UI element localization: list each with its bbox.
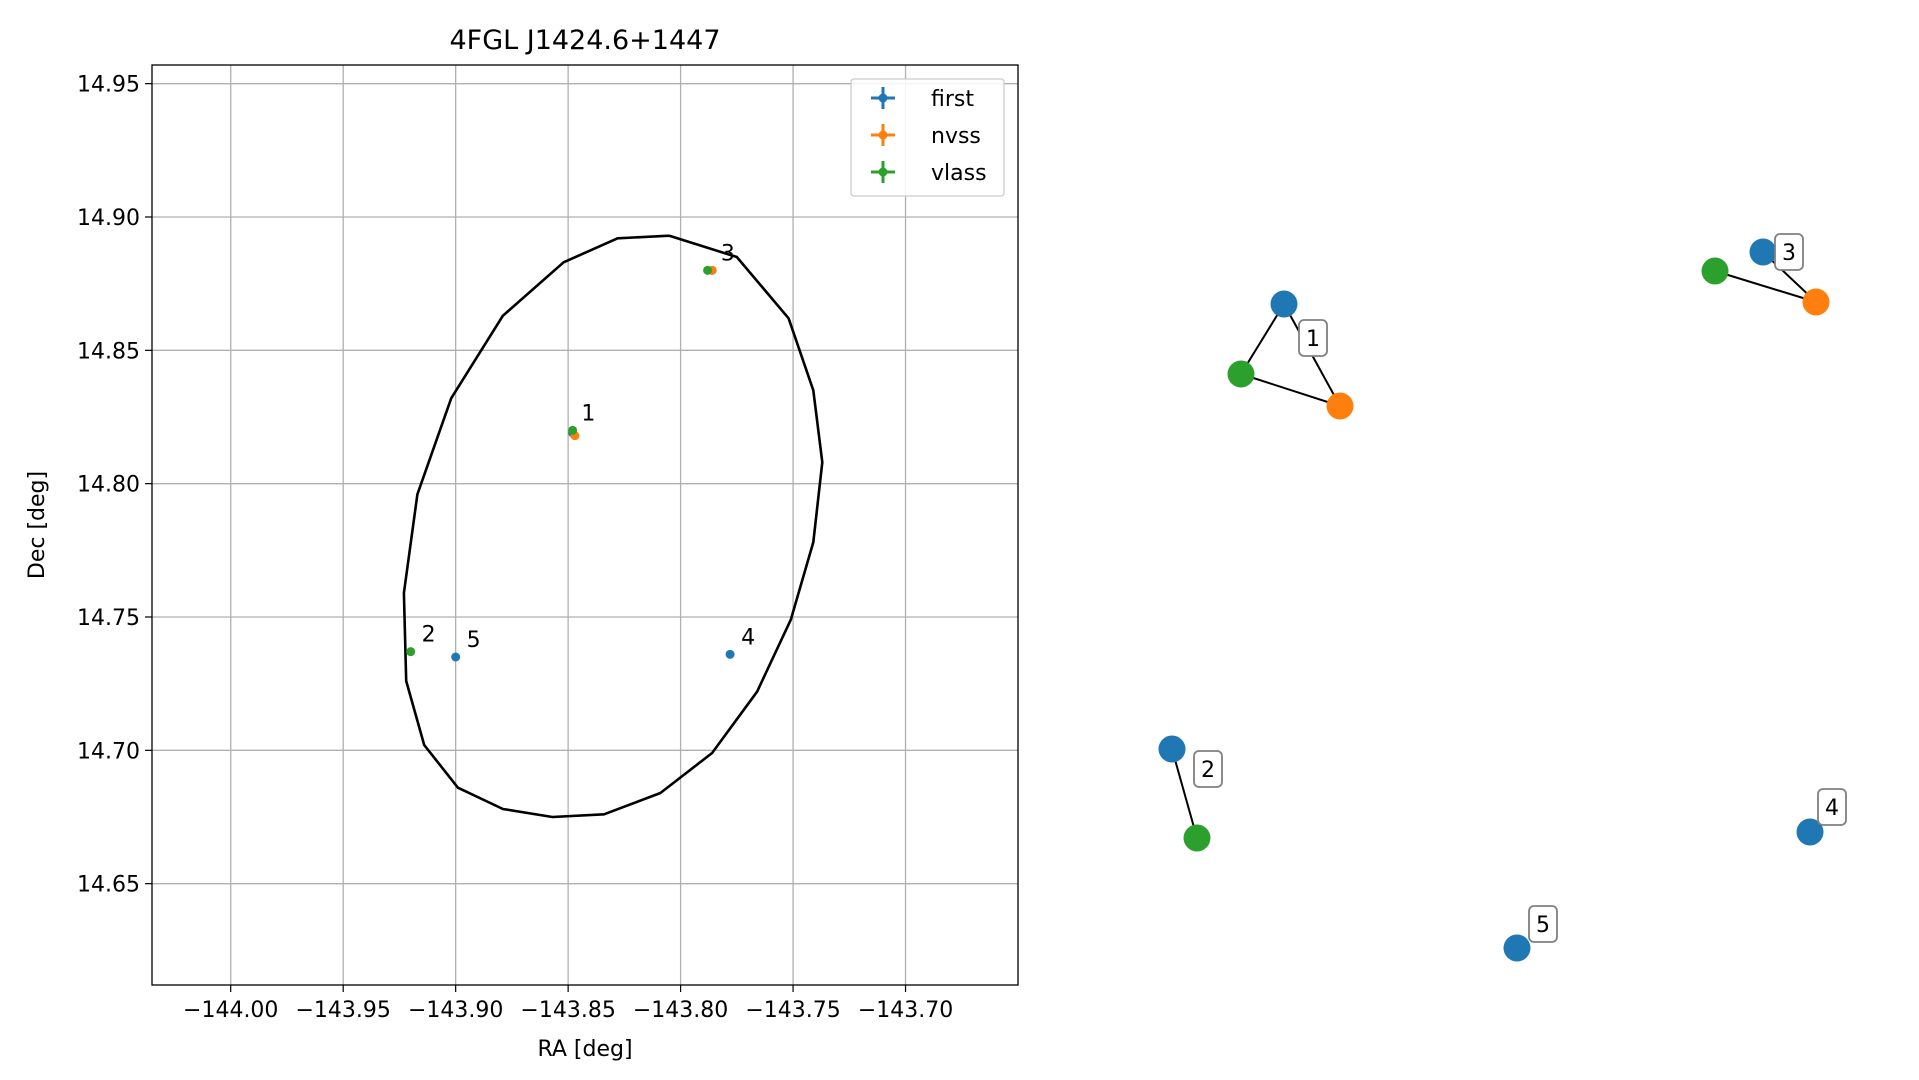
network-label: 5 — [1528, 905, 1558, 943]
source-annotations: 1 2 3 4 5 — [422, 241, 755, 653]
network-node — [1227, 360, 1255, 388]
legend-label-first: first — [931, 87, 974, 112]
network-label-text: 4 — [1825, 796, 1839, 821]
x-tick-label: −143.70 — [858, 998, 953, 1023]
sky-map-panel: 1 2 3 4 5 −144.00 −143.95 −143.90 −143.85 −143.8… — [25, 25, 1019, 1062]
x-axis-label: RA [deg] — [537, 1037, 632, 1062]
y-tick-label: 14.65 — [77, 873, 140, 898]
y-tick-label: 14.95 — [77, 73, 140, 98]
ellipse-outline — [402, 234, 824, 819]
chart-title: 4FGL J1424.6+1447 — [449, 25, 720, 56]
network-node — [1270, 290, 1298, 318]
network-label: 1 — [1298, 319, 1328, 357]
network-edge — [1171, 748, 1198, 839]
y-tick-label: 14.80 — [77, 473, 140, 498]
network-edge — [1714, 270, 1817, 303]
y-tick-label: 14.75 — [77, 606, 140, 631]
point-first — [725, 649, 735, 659]
legend-marker-vlass — [878, 167, 888, 177]
point-annotation: 1 — [581, 401, 595, 426]
legend-label-nvss: nvss — [931, 124, 981, 149]
y-tick-label: 14.90 — [77, 206, 140, 231]
point-annotation: 3 — [721, 241, 735, 266]
y-axis-label: Dec [deg] — [25, 471, 50, 579]
network-labels: 1 3 2 4 5 — [1193, 233, 1847, 943]
x-tick-label: −143.80 — [633, 998, 728, 1023]
point-vlass — [406, 647, 416, 657]
point-vlass — [703, 265, 713, 275]
network-node — [1701, 257, 1729, 285]
error-ellipse — [402, 234, 824, 819]
y-axis-ticks: 14.65 14.70 14.75 14.80 14.85 14.90 14.95 — [77, 73, 152, 898]
x-axis-ticks: −144.00 −143.95 −143.90 −143.85 −143.80 −143.… — [183, 985, 953, 1023]
network-label-text: 2 — [1201, 758, 1215, 783]
network-node — [1749, 238, 1777, 266]
network-node — [1796, 818, 1824, 846]
x-tick-label: −143.75 — [745, 998, 840, 1023]
network-nodes — [1158, 238, 1830, 962]
network-node — [1183, 824, 1211, 852]
x-tick-label: −143.95 — [295, 998, 390, 1023]
plot-frame — [151, 64, 1019, 986]
legend-label-vlass: vlass — [931, 161, 987, 186]
network-edge — [1240, 303, 1285, 375]
network-label-text: 3 — [1782, 241, 1796, 266]
network-node — [1158, 735, 1186, 763]
legend-marker-first — [878, 93, 888, 103]
source-points — [406, 265, 735, 662]
network-label: 4 — [1817, 788, 1847, 826]
network-label-text: 1 — [1306, 327, 1320, 352]
x-tick-label: −143.85 — [520, 998, 615, 1023]
legend-marker-nvss — [878, 130, 888, 140]
network-label: 2 — [1193, 750, 1223, 788]
grid-lines — [152, 65, 1018, 985]
y-tick-label: 14.70 — [77, 739, 140, 764]
network-edge — [1240, 373, 1341, 407]
network-label-text: 5 — [1536, 913, 1550, 938]
legend-box — [850, 78, 1005, 197]
point-annotation: 4 — [741, 625, 755, 650]
network-node — [1503, 934, 1531, 962]
point-annotation: 2 — [422, 623, 436, 648]
x-tick-label: −144.00 — [183, 998, 278, 1023]
network-node — [1326, 392, 1354, 420]
point-first — [451, 652, 461, 662]
legend: first nvss vlass — [850, 78, 1005, 197]
point-vlass — [568, 425, 578, 435]
y-tick-label: 14.85 — [77, 339, 140, 364]
network-node — [1802, 288, 1830, 316]
network-label: 3 — [1774, 233, 1804, 271]
x-tick-label: −143.90 — [408, 998, 503, 1023]
crossmatch-network-panel: 1 3 2 4 5 — [1158, 233, 1847, 962]
point-annotation: 5 — [467, 628, 481, 653]
